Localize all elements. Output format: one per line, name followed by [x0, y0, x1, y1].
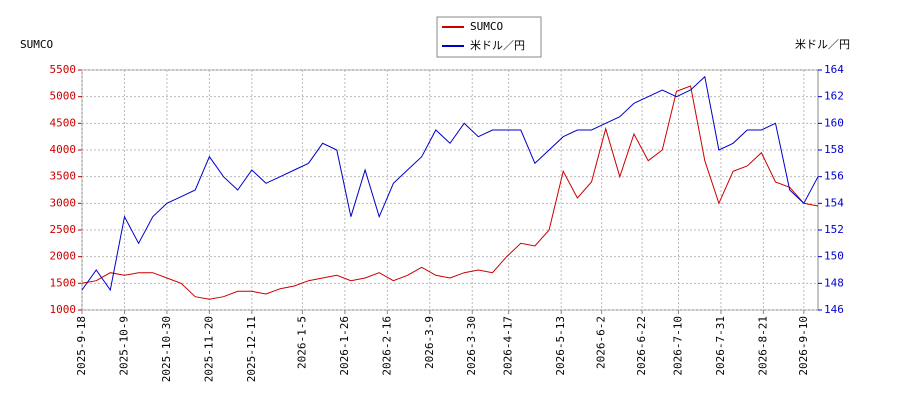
legend-label: SUMCO	[470, 20, 503, 33]
y-tick-label: 4500	[50, 116, 77, 129]
series-line	[81, 75, 819, 292]
x-tick-label: 2026-2-16	[380, 316, 393, 376]
y-tick-label: 3000	[50, 196, 77, 209]
y-tick-label: 3500	[50, 170, 77, 183]
legend-box	[436, 16, 542, 58]
y2-tick-label: 154	[824, 196, 844, 209]
x-tick-label: 2026-1-26	[338, 316, 351, 376]
y-tick-label: 5000	[50, 90, 77, 103]
x-tick-label: 2025-9-18	[75, 316, 88, 376]
x-tick-label: 2026-8-21	[756, 316, 769, 376]
legend-label: 米ドル／円	[470, 39, 525, 52]
y2-tick-label: 160	[824, 116, 844, 129]
plot-frame	[81, 69, 819, 311]
x-tick-label: 2026-1-5	[295, 316, 308, 369]
y2-tick-label: 156	[824, 170, 844, 183]
y2-tick-label: 158	[824, 143, 844, 156]
x-tick-label: 2025-10-9	[117, 316, 130, 376]
y-tick-label: 2000	[50, 250, 77, 263]
x-tick-label: 2025-10-30	[160, 316, 173, 382]
x-tick-label: 2026-9-10	[797, 316, 810, 376]
x-tick-label: 2026-3-30	[465, 316, 478, 376]
series-line	[81, 85, 819, 300]
x-tick-label: 2025-12-11	[245, 316, 258, 382]
x-tick-label: 2025-11-20	[202, 316, 215, 382]
y2-tick-label: 152	[824, 223, 844, 236]
x-tick-label: 2026-7-31	[714, 316, 727, 376]
x-tick-label: 2026-6-2	[595, 316, 608, 369]
y2-tick-label: 148	[824, 276, 844, 289]
y-axis-title: SUMCO	[20, 38, 53, 51]
y-tick-label: 4000	[50, 143, 77, 156]
x-tick-label: 2026-6-22	[635, 316, 648, 376]
y-tick-label: 2500	[50, 223, 77, 236]
y2-tick-label: 150	[824, 250, 844, 263]
y2-tick-label: 164	[824, 63, 844, 76]
x-tick-label: 2026-4-17	[502, 316, 515, 376]
y-tick-label: 1500	[50, 276, 77, 289]
y2-tick-label: 162	[824, 90, 844, 103]
y2-tick-label: 146	[824, 303, 844, 316]
x-tick-label: 2026-3-9	[423, 316, 436, 369]
y-tick-label: 1000	[50, 303, 77, 316]
x-tick-label: 2026-5-13	[554, 316, 567, 376]
y-tick-label: 5500	[50, 63, 77, 76]
y2-axis-title: 米ドル／円	[795, 38, 850, 51]
x-tick-label: 2026-7-10	[671, 316, 684, 376]
